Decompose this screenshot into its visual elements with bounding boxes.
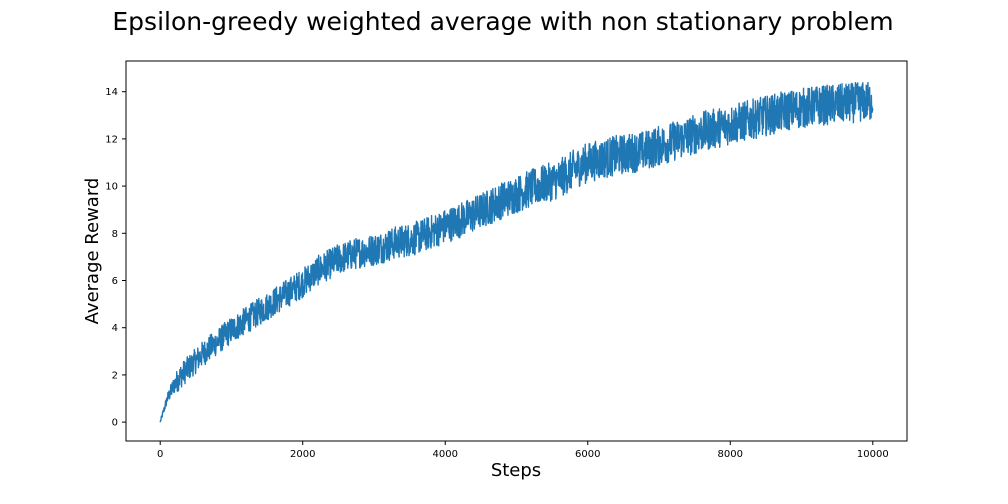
y-tick-label: 6: [112, 276, 118, 287]
x-tick-label: 10000: [857, 449, 889, 460]
x-axis-label: Steps: [491, 460, 541, 481]
x-tick-label: 8000: [718, 449, 743, 460]
x-tick-label: 6000: [575, 449, 600, 460]
y-tick-label: 10: [105, 182, 118, 193]
chart-title: Epsilon-greedy weighted average with non…: [112, 7, 893, 36]
y-axis-label: Average Reward: [82, 178, 103, 325]
y-tick-label: 14: [105, 87, 118, 98]
y-tick-label: 0: [112, 418, 118, 429]
x-tick-label: 4000: [433, 449, 458, 460]
x-axis: 0 2000 4000 6000 8000 10000: [157, 441, 889, 460]
plot-area: [125, 60, 908, 442]
y-tick-label: 4: [112, 323, 118, 334]
y-tick-label: 8: [112, 229, 118, 240]
plot-frame: [125, 60, 908, 442]
y-tick-label: 12: [105, 134, 118, 145]
y-axis: 0 2 4 6 8 10 12 14: [105, 87, 126, 429]
x-tick-label: 0: [157, 449, 163, 460]
y-tick-label: 2: [112, 370, 118, 381]
series-line-average-reward: [159, 81, 874, 423]
x-tick-label: 2000: [290, 449, 315, 460]
